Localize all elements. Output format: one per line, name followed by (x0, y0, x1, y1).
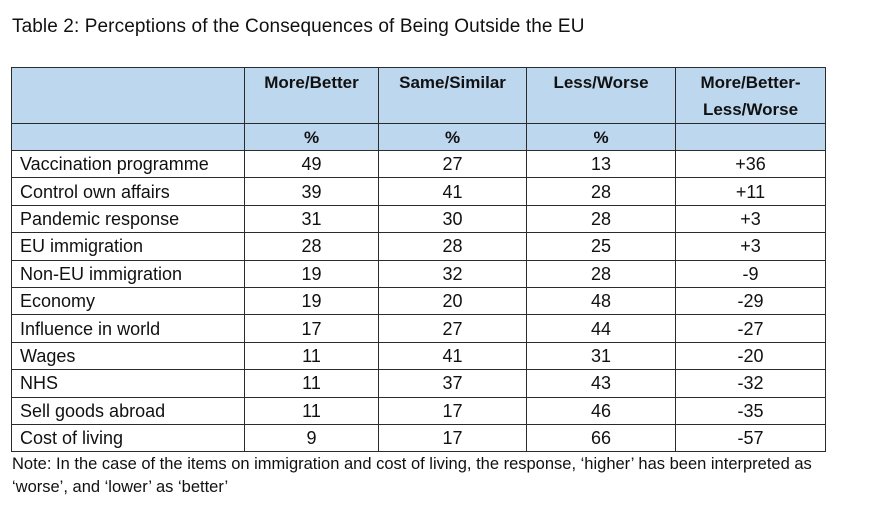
cell-value: -57 (675, 423, 826, 453)
unit-row: % % % (11, 123, 826, 151)
header-cell-less-worse: Less/Worse (526, 67, 676, 124)
cell-value: 28 (244, 232, 379, 261)
table-row: Sell goods abroad 11 17 46 -35 (11, 396, 826, 425)
header-cell-same-similar: Same/Similar (378, 67, 527, 124)
cell-value: -27 (675, 314, 826, 343)
table-row: Influence in world 17 27 44 -27 (11, 314, 826, 343)
table-row: Control own affairs 39 41 28 +11 (11, 177, 826, 206)
data-table: More/Better Same/Similar Less/Worse More… (11, 67, 826, 453)
cell-value: 32 (378, 259, 527, 288)
header-cell-net: More/Better-Less/Worse (675, 67, 826, 124)
cell-value: -20 (675, 341, 826, 371)
cell-value: 28 (526, 177, 676, 206)
cell-value: 30 (378, 204, 527, 234)
cell-value: 25 (526, 232, 676, 261)
table-row: Wages 11 41 31 -20 (11, 341, 826, 371)
table-row: Economy 19 20 48 -29 (11, 286, 826, 316)
table-title: Table 2: Perceptions of the Consequences… (12, 16, 585, 37)
row-label: EU immigration (11, 232, 245, 261)
cell-value: 27 (378, 149, 527, 179)
cell-value: 11 (244, 369, 379, 398)
cell-value: 28 (526, 259, 676, 288)
cell-value: 31 (244, 204, 379, 234)
cell-value: 48 (526, 286, 676, 316)
cell-value: 19 (244, 286, 379, 316)
cell-value: +3 (675, 204, 826, 234)
cell-value: +36 (675, 149, 826, 179)
table-row: NHS 11 37 43 -32 (11, 369, 826, 398)
row-label: Wages (11, 341, 245, 371)
cell-value: 39 (244, 177, 379, 206)
cell-value: +3 (675, 232, 826, 261)
row-label: Sell goods abroad (11, 396, 245, 425)
cell-value: 37 (378, 369, 527, 398)
unit-cell: % (244, 123, 379, 151)
cell-value: -9 (675, 259, 826, 288)
row-label: Control own affairs (11, 177, 245, 206)
cell-value: 44 (526, 314, 676, 343)
table-row: EU immigration 28 28 25 +3 (11, 232, 826, 261)
cell-value: 46 (526, 396, 676, 425)
table-row: Cost of living 9 17 66 -57 (11, 423, 826, 453)
cell-value: 17 (378, 396, 527, 425)
row-label: Pandemic response (11, 204, 245, 234)
cell-value: 43 (526, 369, 676, 398)
header-row: More/Better Same/Similar Less/Worse More… (11, 67, 826, 124)
cell-value: 17 (378, 423, 527, 453)
row-label: Influence in world (11, 314, 245, 343)
cell-value: 49 (244, 149, 379, 179)
cell-value: 20 (378, 286, 527, 316)
row-label: NHS (11, 369, 245, 398)
unit-cell: % (378, 123, 527, 151)
cell-value: 17 (244, 314, 379, 343)
cell-value: 66 (526, 423, 676, 453)
row-label: Cost of living (11, 423, 245, 453)
cell-value: 28 (526, 204, 676, 234)
cell-value: 41 (378, 177, 527, 206)
cell-value: 19 (244, 259, 379, 288)
cell-value: +11 (675, 177, 826, 206)
cell-value: 11 (244, 396, 379, 425)
cell-value: -32 (675, 369, 826, 398)
header-corner (11, 67, 245, 124)
row-label: Non-EU immigration (11, 259, 245, 288)
cell-value: 41 (378, 341, 527, 371)
unit-cell: % (526, 123, 676, 151)
cell-value: 31 (526, 341, 676, 371)
table-row: Vaccination programme 49 27 13 +36 (11, 149, 826, 179)
table-note: Note: In the case of the items on immigr… (12, 455, 812, 496)
table-row: Non-EU immigration 19 32 28 -9 (11, 259, 826, 288)
unit-corner (11, 123, 245, 151)
cell-value: 9 (244, 423, 379, 453)
header-cell-more-better: More/Better (244, 67, 379, 124)
cell-value: 28 (378, 232, 527, 261)
row-label: Vaccination programme (11, 149, 245, 179)
table-row: Pandemic response 31 30 28 +3 (11, 204, 826, 234)
row-label: Economy (11, 286, 245, 316)
cell-value: -29 (675, 286, 826, 316)
cell-value: 11 (244, 341, 379, 371)
cell-value: 13 (526, 149, 676, 179)
cell-value: 27 (378, 314, 527, 343)
cell-value: -35 (675, 396, 826, 425)
unit-cell (675, 123, 826, 151)
